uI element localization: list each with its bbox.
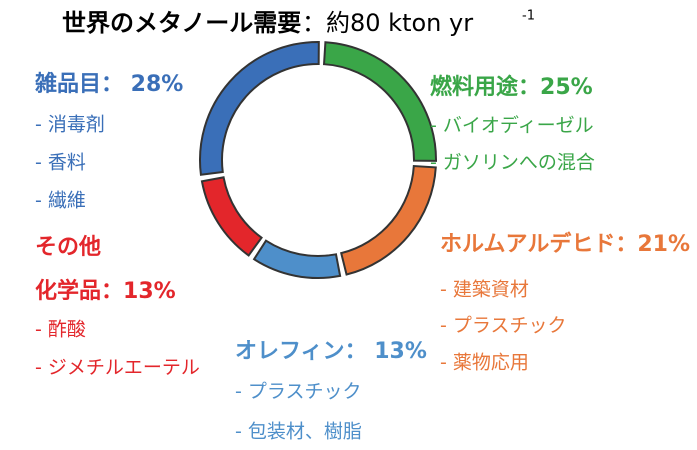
category-name: 化学品 xyxy=(35,278,101,304)
donut-segment xyxy=(340,164,437,276)
donut-segment xyxy=(200,176,263,257)
use-item: - プラスチック xyxy=(235,381,362,403)
segment-label: その他 xyxy=(35,235,101,260)
donut-segment xyxy=(252,239,342,279)
value-label: ：21% xyxy=(615,232,690,257)
segment-label: オレフィン： 13% xyxy=(235,339,427,364)
chart-title: 世界のメタノール需要 xyxy=(62,9,301,37)
use-item: - 包装材、樹脂 xyxy=(235,421,362,443)
value-label: ： 28% xyxy=(101,72,183,97)
value-label: ：25% xyxy=(518,75,593,100)
use-item: - 香料 xyxy=(35,152,86,174)
category-name: その他 xyxy=(35,235,101,260)
category-name: オレフィン xyxy=(235,339,345,364)
value-label: ： 13% xyxy=(345,339,427,364)
segment-label: 雑品目： 28% xyxy=(34,71,183,97)
category-name: ホルムアルデヒド xyxy=(440,231,615,257)
use-item: - 繊維 xyxy=(35,190,86,212)
use-item: - ジメチルエーテル xyxy=(35,357,200,379)
category-name: 燃料用途 xyxy=(430,74,519,100)
use-item: - 酢酸 xyxy=(35,319,86,341)
use-item: - 消毒剤 xyxy=(35,114,105,136)
use-item: - 建築資材 xyxy=(440,279,529,301)
donut-segment xyxy=(322,41,437,162)
chart-title-unit: ：約80 kton yr xyxy=(302,9,473,37)
category-name: 雑品目 xyxy=(34,71,101,97)
use-item: - プラスチック xyxy=(440,315,567,337)
use-item: - 薬物応用 xyxy=(440,352,529,374)
use-item: - バイオディーゼル xyxy=(430,115,594,137)
chart-title-sup: -1 xyxy=(522,9,535,24)
segment-label: 燃料用途：25% xyxy=(430,74,593,100)
use-item: - ガソリンへの混合 xyxy=(430,152,595,174)
segment-label: ホルムアルデヒド：21% xyxy=(440,231,690,257)
segment-label: 化学品：13% xyxy=(35,278,176,304)
donut-segment xyxy=(199,41,320,176)
value-label: ：13% xyxy=(101,279,176,304)
